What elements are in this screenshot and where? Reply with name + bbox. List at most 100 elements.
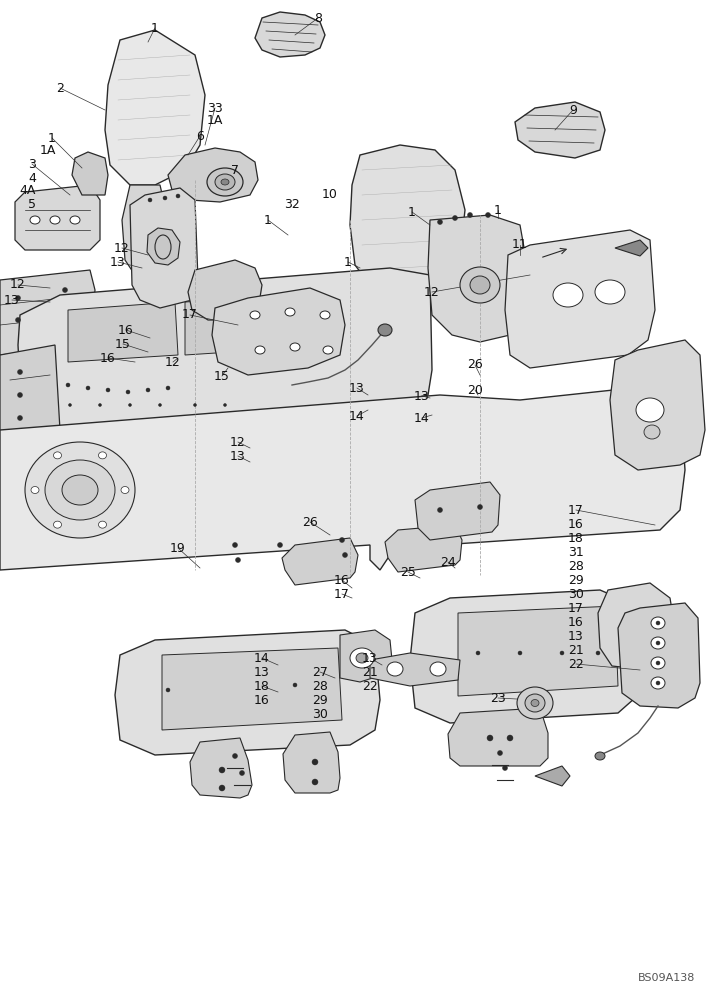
- Ellipse shape: [518, 651, 522, 655]
- Ellipse shape: [644, 425, 660, 439]
- Ellipse shape: [233, 754, 238, 758]
- Text: 16: 16: [568, 518, 584, 530]
- Polygon shape: [15, 185, 100, 250]
- Ellipse shape: [467, 213, 472, 218]
- Text: 16: 16: [254, 694, 270, 706]
- Text: 20: 20: [467, 383, 483, 396]
- Text: 7: 7: [231, 163, 239, 176]
- Text: 9: 9: [569, 104, 577, 116]
- Ellipse shape: [430, 662, 446, 676]
- Text: 3: 3: [28, 157, 36, 170]
- Text: 1: 1: [344, 255, 352, 268]
- Ellipse shape: [16, 296, 20, 300]
- Text: 13: 13: [349, 381, 365, 394]
- Text: 30: 30: [568, 587, 584, 600]
- Text: 23: 23: [490, 692, 506, 704]
- Text: 1A: 1A: [207, 113, 223, 126]
- Ellipse shape: [30, 216, 40, 224]
- Ellipse shape: [525, 694, 545, 712]
- Ellipse shape: [285, 308, 295, 316]
- Text: 4A: 4A: [20, 184, 36, 198]
- Ellipse shape: [277, 542, 282, 548]
- Text: 28: 28: [568, 560, 584, 572]
- Ellipse shape: [470, 276, 490, 294]
- Polygon shape: [0, 270, 95, 355]
- Ellipse shape: [460, 267, 500, 303]
- Polygon shape: [190, 738, 252, 798]
- Polygon shape: [385, 525, 462, 572]
- Ellipse shape: [128, 403, 132, 406]
- Text: 28: 28: [312, 680, 328, 692]
- Ellipse shape: [340, 538, 344, 542]
- Text: 13: 13: [568, 630, 584, 643]
- Polygon shape: [410, 590, 638, 723]
- Ellipse shape: [485, 213, 490, 218]
- Text: 22: 22: [568, 658, 584, 670]
- Ellipse shape: [31, 487, 39, 493]
- Ellipse shape: [596, 651, 600, 655]
- Ellipse shape: [350, 648, 374, 668]
- Ellipse shape: [63, 288, 68, 292]
- Polygon shape: [255, 12, 325, 57]
- Text: 14: 14: [349, 410, 365, 422]
- Text: 33: 33: [207, 102, 223, 114]
- Polygon shape: [448, 708, 548, 766]
- Text: 2: 2: [56, 82, 64, 95]
- Polygon shape: [610, 340, 705, 470]
- Text: BS09A138: BS09A138: [638, 973, 695, 983]
- Text: 17: 17: [568, 504, 584, 516]
- Text: 13: 13: [254, 666, 270, 678]
- Ellipse shape: [378, 324, 392, 336]
- Ellipse shape: [221, 179, 229, 185]
- Polygon shape: [185, 295, 293, 355]
- Text: 4: 4: [28, 172, 36, 184]
- Ellipse shape: [148, 198, 152, 202]
- Text: 14: 14: [254, 652, 270, 664]
- Ellipse shape: [240, 770, 245, 776]
- Polygon shape: [105, 30, 205, 185]
- Ellipse shape: [656, 661, 660, 665]
- Ellipse shape: [50, 216, 60, 224]
- Text: 10: 10: [322, 188, 338, 202]
- Ellipse shape: [651, 657, 665, 669]
- Ellipse shape: [233, 542, 238, 548]
- Ellipse shape: [498, 750, 503, 756]
- Ellipse shape: [651, 637, 665, 649]
- Ellipse shape: [636, 398, 664, 422]
- Ellipse shape: [99, 521, 107, 528]
- Ellipse shape: [219, 767, 225, 773]
- Ellipse shape: [207, 168, 243, 196]
- Text: 16: 16: [100, 352, 116, 364]
- Ellipse shape: [356, 653, 368, 663]
- Ellipse shape: [476, 651, 480, 655]
- Ellipse shape: [176, 194, 180, 198]
- Text: 1: 1: [494, 204, 502, 217]
- Ellipse shape: [68, 403, 71, 406]
- Ellipse shape: [121, 487, 129, 493]
- Ellipse shape: [290, 343, 300, 351]
- Polygon shape: [598, 583, 675, 670]
- Ellipse shape: [45, 460, 115, 520]
- Text: 5: 5: [28, 198, 36, 211]
- Ellipse shape: [312, 759, 318, 765]
- Text: 32: 32: [284, 198, 300, 211]
- Text: 13: 13: [4, 294, 20, 306]
- Ellipse shape: [320, 311, 330, 319]
- Text: 26: 26: [302, 516, 318, 528]
- Ellipse shape: [53, 452, 61, 459]
- Ellipse shape: [507, 735, 513, 741]
- Text: 12: 12: [165, 356, 181, 368]
- Text: 18: 18: [568, 532, 584, 544]
- Ellipse shape: [17, 369, 22, 374]
- Text: 15: 15: [115, 338, 131, 351]
- Text: 1: 1: [48, 131, 56, 144]
- Text: 18: 18: [254, 680, 270, 692]
- Text: 13: 13: [362, 652, 378, 664]
- Text: 15: 15: [214, 369, 230, 382]
- Ellipse shape: [235, 558, 240, 562]
- Ellipse shape: [86, 386, 90, 390]
- Ellipse shape: [250, 311, 260, 319]
- Ellipse shape: [651, 677, 665, 689]
- Polygon shape: [212, 288, 345, 375]
- Polygon shape: [415, 482, 500, 540]
